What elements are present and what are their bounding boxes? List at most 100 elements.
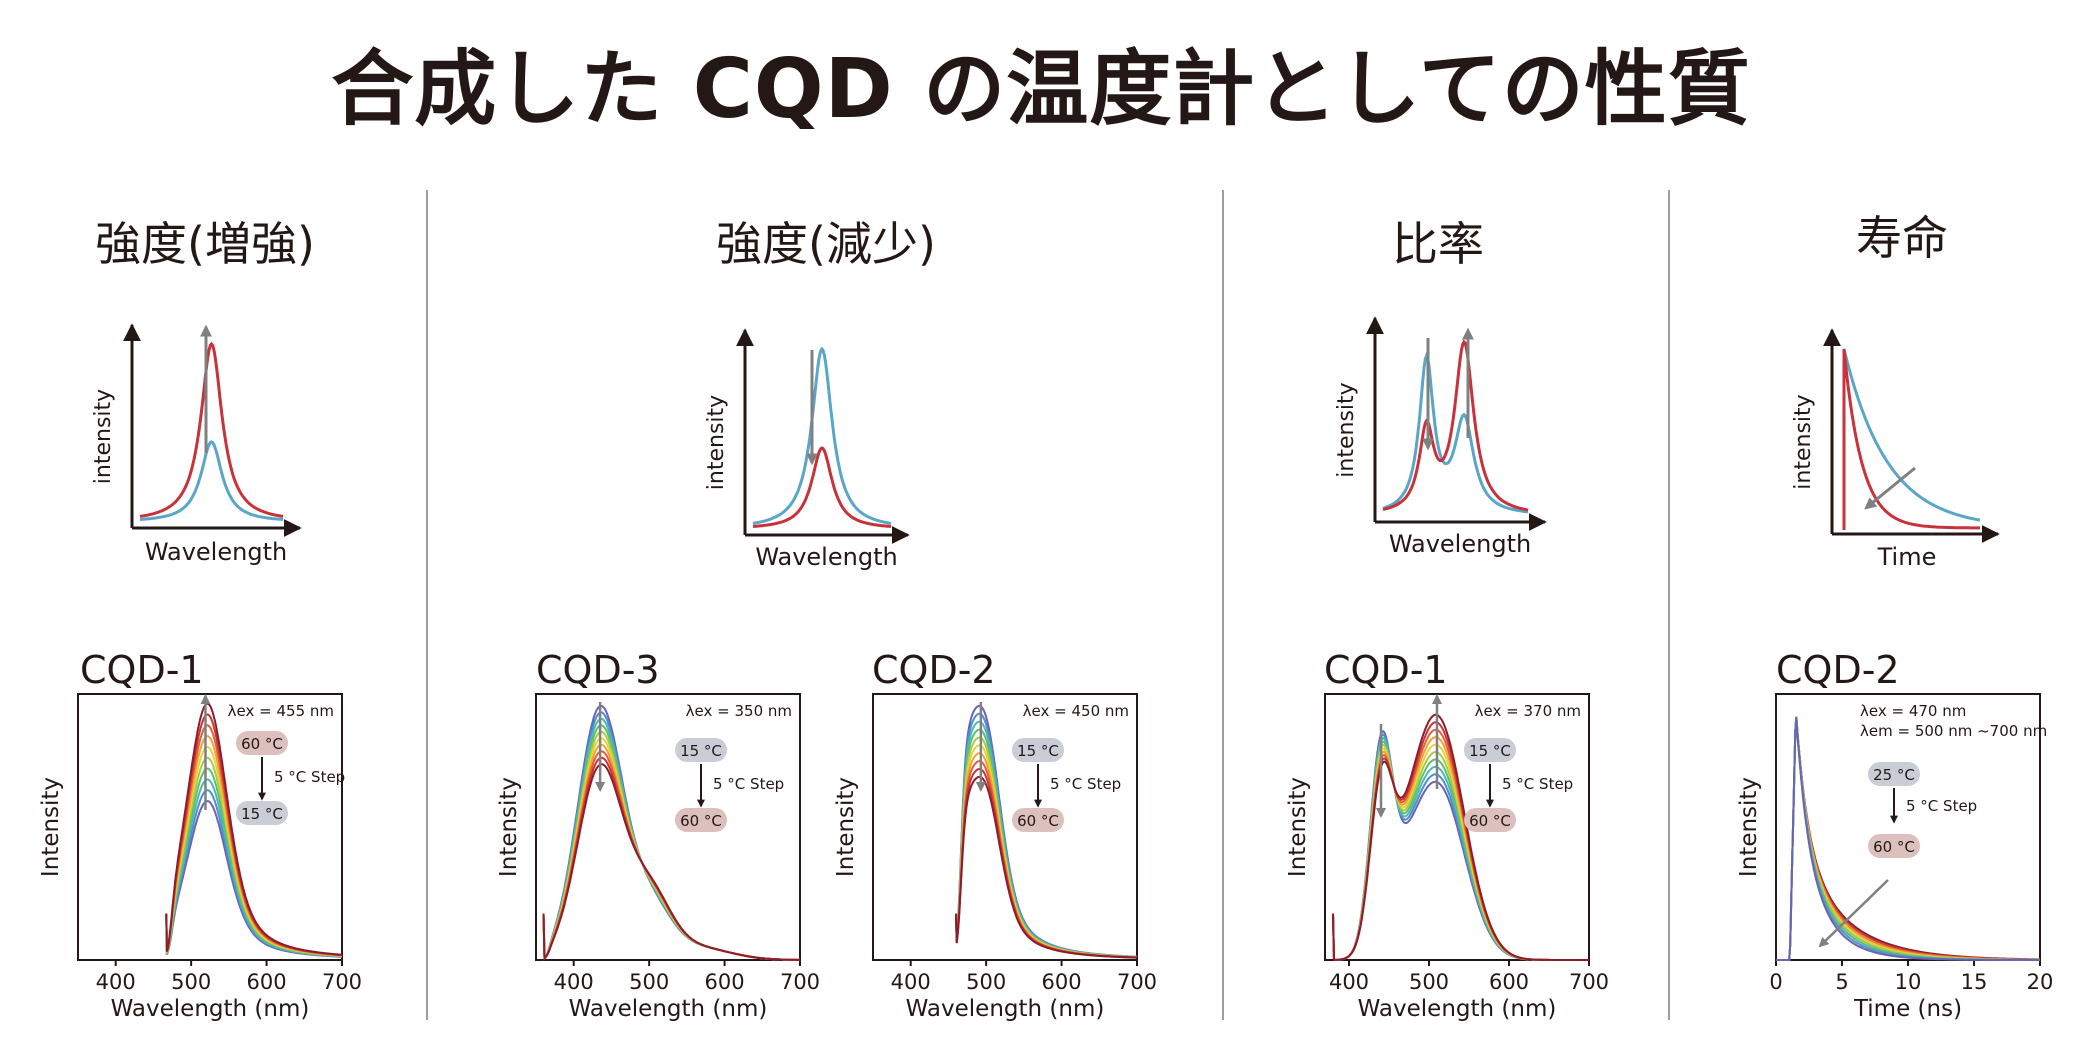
schematic-ylabel: intensity [704,395,729,490]
x-tick-label: 500 [966,970,1006,994]
section-title-intensity-decrease: 強度(減少) [716,217,936,271]
data-curve-0 [542,704,800,961]
data-curve-2 [542,717,800,961]
schematic-s4: intensity Time [1791,328,2000,571]
x-tick-label: 500 [1409,970,1449,994]
x-tick-label: 600 [705,970,745,994]
chart-title: CQD-3 [536,648,660,692]
temp-badge-bottom-bg [1012,808,1064,832]
temp-badge-bottom: 60 °C [1017,812,1059,830]
data-curve-6 [1332,736,1589,962]
x-tick-label: 700 [1117,970,1157,994]
excitation-label: λex = 350 nm [686,702,792,720]
temp-badge-top-bg [675,738,727,762]
chart-title: CQD-2 [1776,648,1900,692]
excitation-label: λex = 370 nm [1475,702,1581,720]
schematic-curve-cold [752,346,892,525]
data-curve-1 [542,711,800,961]
x-tick-label: 5 [1835,970,1848,994]
chart-frame [77,693,343,961]
x-axis-label: Wavelength (nm) [906,996,1105,1022]
schematic-xlabel: Wavelength [145,538,287,566]
data-curve-1 [1332,733,1589,961]
x-tick-label: 700 [322,970,362,994]
schematic-s3: intensity Wavelength [1334,316,1547,558]
chart-c5: CQD-2 0 5 10 15 20 Time (ns) Intensity λex = 470… [1736,648,2053,1022]
schematic-xlabel: Wavelength [755,543,897,571]
x-tick-label: 700 [1569,970,1609,994]
temp-badge-top: 15 °C [1017,742,1059,760]
data-trend-arrow [1818,879,1889,948]
temp-badge-bottom: 60 °C [680,812,722,830]
x-tick-label: 600 [247,970,287,994]
temp-badge-bottom-bg [1868,834,1920,858]
data-curve-5 [542,737,800,961]
temp-badge-bottom-bg [236,801,288,825]
step-label: 5 °C Step [1050,775,1121,793]
x-axis-label: Wavelength (nm) [569,996,768,1022]
step-label: 5 °C Step [1502,775,1573,793]
step-label: 5 °C Step [1906,797,1977,815]
temp-badge-top-bg [1464,738,1516,762]
chart-c1: CQD-1 400 500 600 700 Wavelength (nm) Intensit… [38,648,362,1022]
x-tick-label: 15 [1961,970,1988,994]
section-title-lifetime: 寿命 [1856,211,1948,265]
chart-title: CQD-2 [872,648,996,692]
temp-badge-bottom: 60 °C [1469,812,1511,830]
y-axis-label: Intensity [833,777,859,877]
chart-c2: CQD-3 400 500 600 700 Wavelength (nm) Intensit… [496,648,820,1022]
x-tick-label: 700 [780,970,820,994]
schematic-curve-cold [1842,348,1981,530]
x-tick-label: 0 [1769,970,1782,994]
page-title: 合成した CQD の温度計としての性質 [331,42,1751,137]
data-curve-9 [165,702,343,956]
chart-title: CQD-1 [80,648,204,692]
excitation-label: λex = 470 nm [1860,702,1966,720]
section-divider-1 [426,190,428,1020]
schematic-s1: intensity Wavelength [91,323,302,566]
x-tick-label: 400 [96,970,136,994]
temp-badge-bottom: 15 °C [241,805,283,823]
chart-frame [872,693,1138,961]
emission-label: λem = 500 nm ~700 nm [1860,722,2047,740]
data-curve-3 [542,724,800,961]
schematic-curve-hot [1382,339,1529,512]
chart-frame [535,693,801,961]
temp-badge-top-bg [236,731,288,755]
temp-badge-top: 15 °C [1469,742,1511,760]
y-axis-label: Intensity [1736,777,1762,877]
temp-badge-top-bg [1868,762,1920,786]
chart-c4: CQD-1 400 500 600 700 Wavelength (nm) Intensit… [1285,648,1609,1022]
temp-badge-bottom-bg [675,808,727,832]
schematic-trend-arrow [1864,466,1916,510]
schematic-curve-cold [139,440,284,521]
x-tick-label: 400 [554,970,594,994]
excitation-label: λex = 455 nm [228,702,334,720]
temp-badge-top-bg [1012,738,1064,762]
section-divider-3 [1668,190,1670,1020]
chart-c3: CQD-2 400 500 600 700 Wavelength (nm) Intensit… [833,648,1157,1022]
x-axis-label: Time (ns) [1853,996,1962,1022]
schematic-s2: intensity Wavelength [704,328,910,571]
schematic-curve-hot [752,446,892,528]
data-curve-9 [1332,713,1589,962]
y-axis-label: Intensity [1285,777,1311,877]
schematic-ylabel: intensity [1334,382,1359,477]
temp-badge-bottom: 60 °C [1873,838,1915,856]
x-tick-label: 600 [1042,970,1082,994]
schematic-xlabel: Wavelength [1389,530,1531,558]
x-tick-label: 600 [1489,970,1529,994]
data-curve-4 [542,730,800,961]
x-tick-label: 10 [1895,970,1922,994]
section-title-intensity-increase: 強度(増強) [95,217,315,271]
data-curve-7 [1776,717,2040,961]
schematic-ylabel: intensity [91,389,116,484]
temp-badge-top: 25 °C [1873,766,1915,784]
x-tick-label: 20 [2027,970,2054,994]
step-label: 5 °C Step [713,775,784,793]
chart-frame [1324,693,1590,961]
x-tick-label: 400 [891,970,931,994]
schematic-ylabel: intensity [1791,394,1816,489]
x-tick-label: 500 [171,970,211,994]
